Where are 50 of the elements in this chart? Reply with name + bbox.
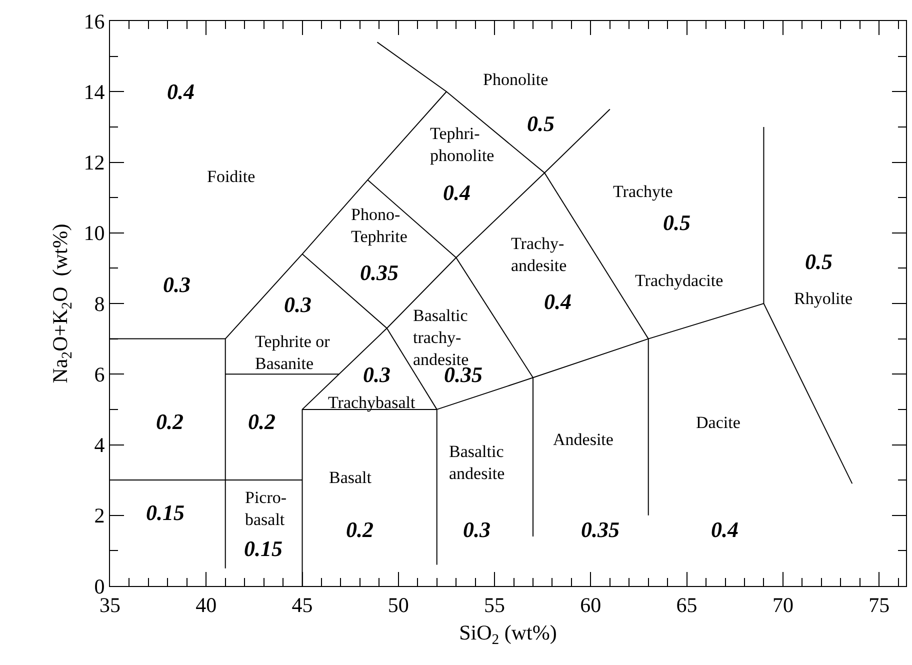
y-tick-label: 6 [94,362,105,386]
annotation: Andesite [553,430,614,449]
annotation: 0.5 [527,111,554,136]
annotation: 0.4 [711,517,738,542]
x-axis-title: SiO$_{2}$ (wt%) [459,620,557,648]
x-tick-label: 55 [484,593,506,618]
annotation: Foidite [207,167,256,186]
annotation: Trachy- andesite [511,234,567,276]
annotation: Rhyolite [794,289,853,308]
x-tick-label: 65 [676,593,698,618]
annotation: 0.15 [146,500,184,525]
y-tick-label: 10 [84,221,105,246]
y-tick-label: 2 [94,504,105,528]
annotation: Dacite [696,413,740,432]
annotation: 0.3 [163,272,190,297]
annotation: 0.5 [805,249,832,274]
y-tick-label: 14 [84,80,106,104]
annotation: 0.4 [443,180,470,205]
annotation: Trachybasalt [328,393,416,412]
annotation: Tephri- phonolite [430,124,494,166]
annotation: 0.5 [663,210,690,235]
annotation: 0.2 [156,409,184,434]
x-tick-label: 75 [868,593,890,618]
y-tick-label: 8 [94,292,105,316]
annotation: 0.15 [244,536,282,561]
annotation: 0.3 [284,292,312,317]
x-tick-label: 50 [388,593,409,618]
annotation: 0.4 [167,79,194,104]
annotation: Phono- Tephrite [351,205,408,246]
annotation: 0.3 [463,517,490,542]
annotation: 0.35 [360,260,398,285]
annotation: 0.2 [346,517,374,542]
y-tick-label: 16 [84,9,105,34]
x-tick-label: 45 [292,593,313,618]
annotation: Trachydacite [635,271,724,290]
annotation: Tephrite or Basanite [255,332,330,374]
y-tick-label: 4 [94,433,106,458]
annotation: Basalt [329,468,372,487]
annotation: 0.4 [544,289,572,314]
annotation: Basaltic andesite [449,442,505,484]
annotation: Trachyte [613,182,673,201]
annotation: Picro- basalt [245,488,287,530]
x-tick-label: 70 [772,593,794,618]
annotation: 0.35 [581,517,620,542]
annotation: Phonolite [483,70,548,89]
annotation: 0.3 [363,362,390,387]
x-tick-label: 60 [580,593,602,618]
y-tick-label: 12 [84,150,105,175]
annotation: 0.2 [248,409,276,434]
x-tick-label: 40 [196,593,217,618]
